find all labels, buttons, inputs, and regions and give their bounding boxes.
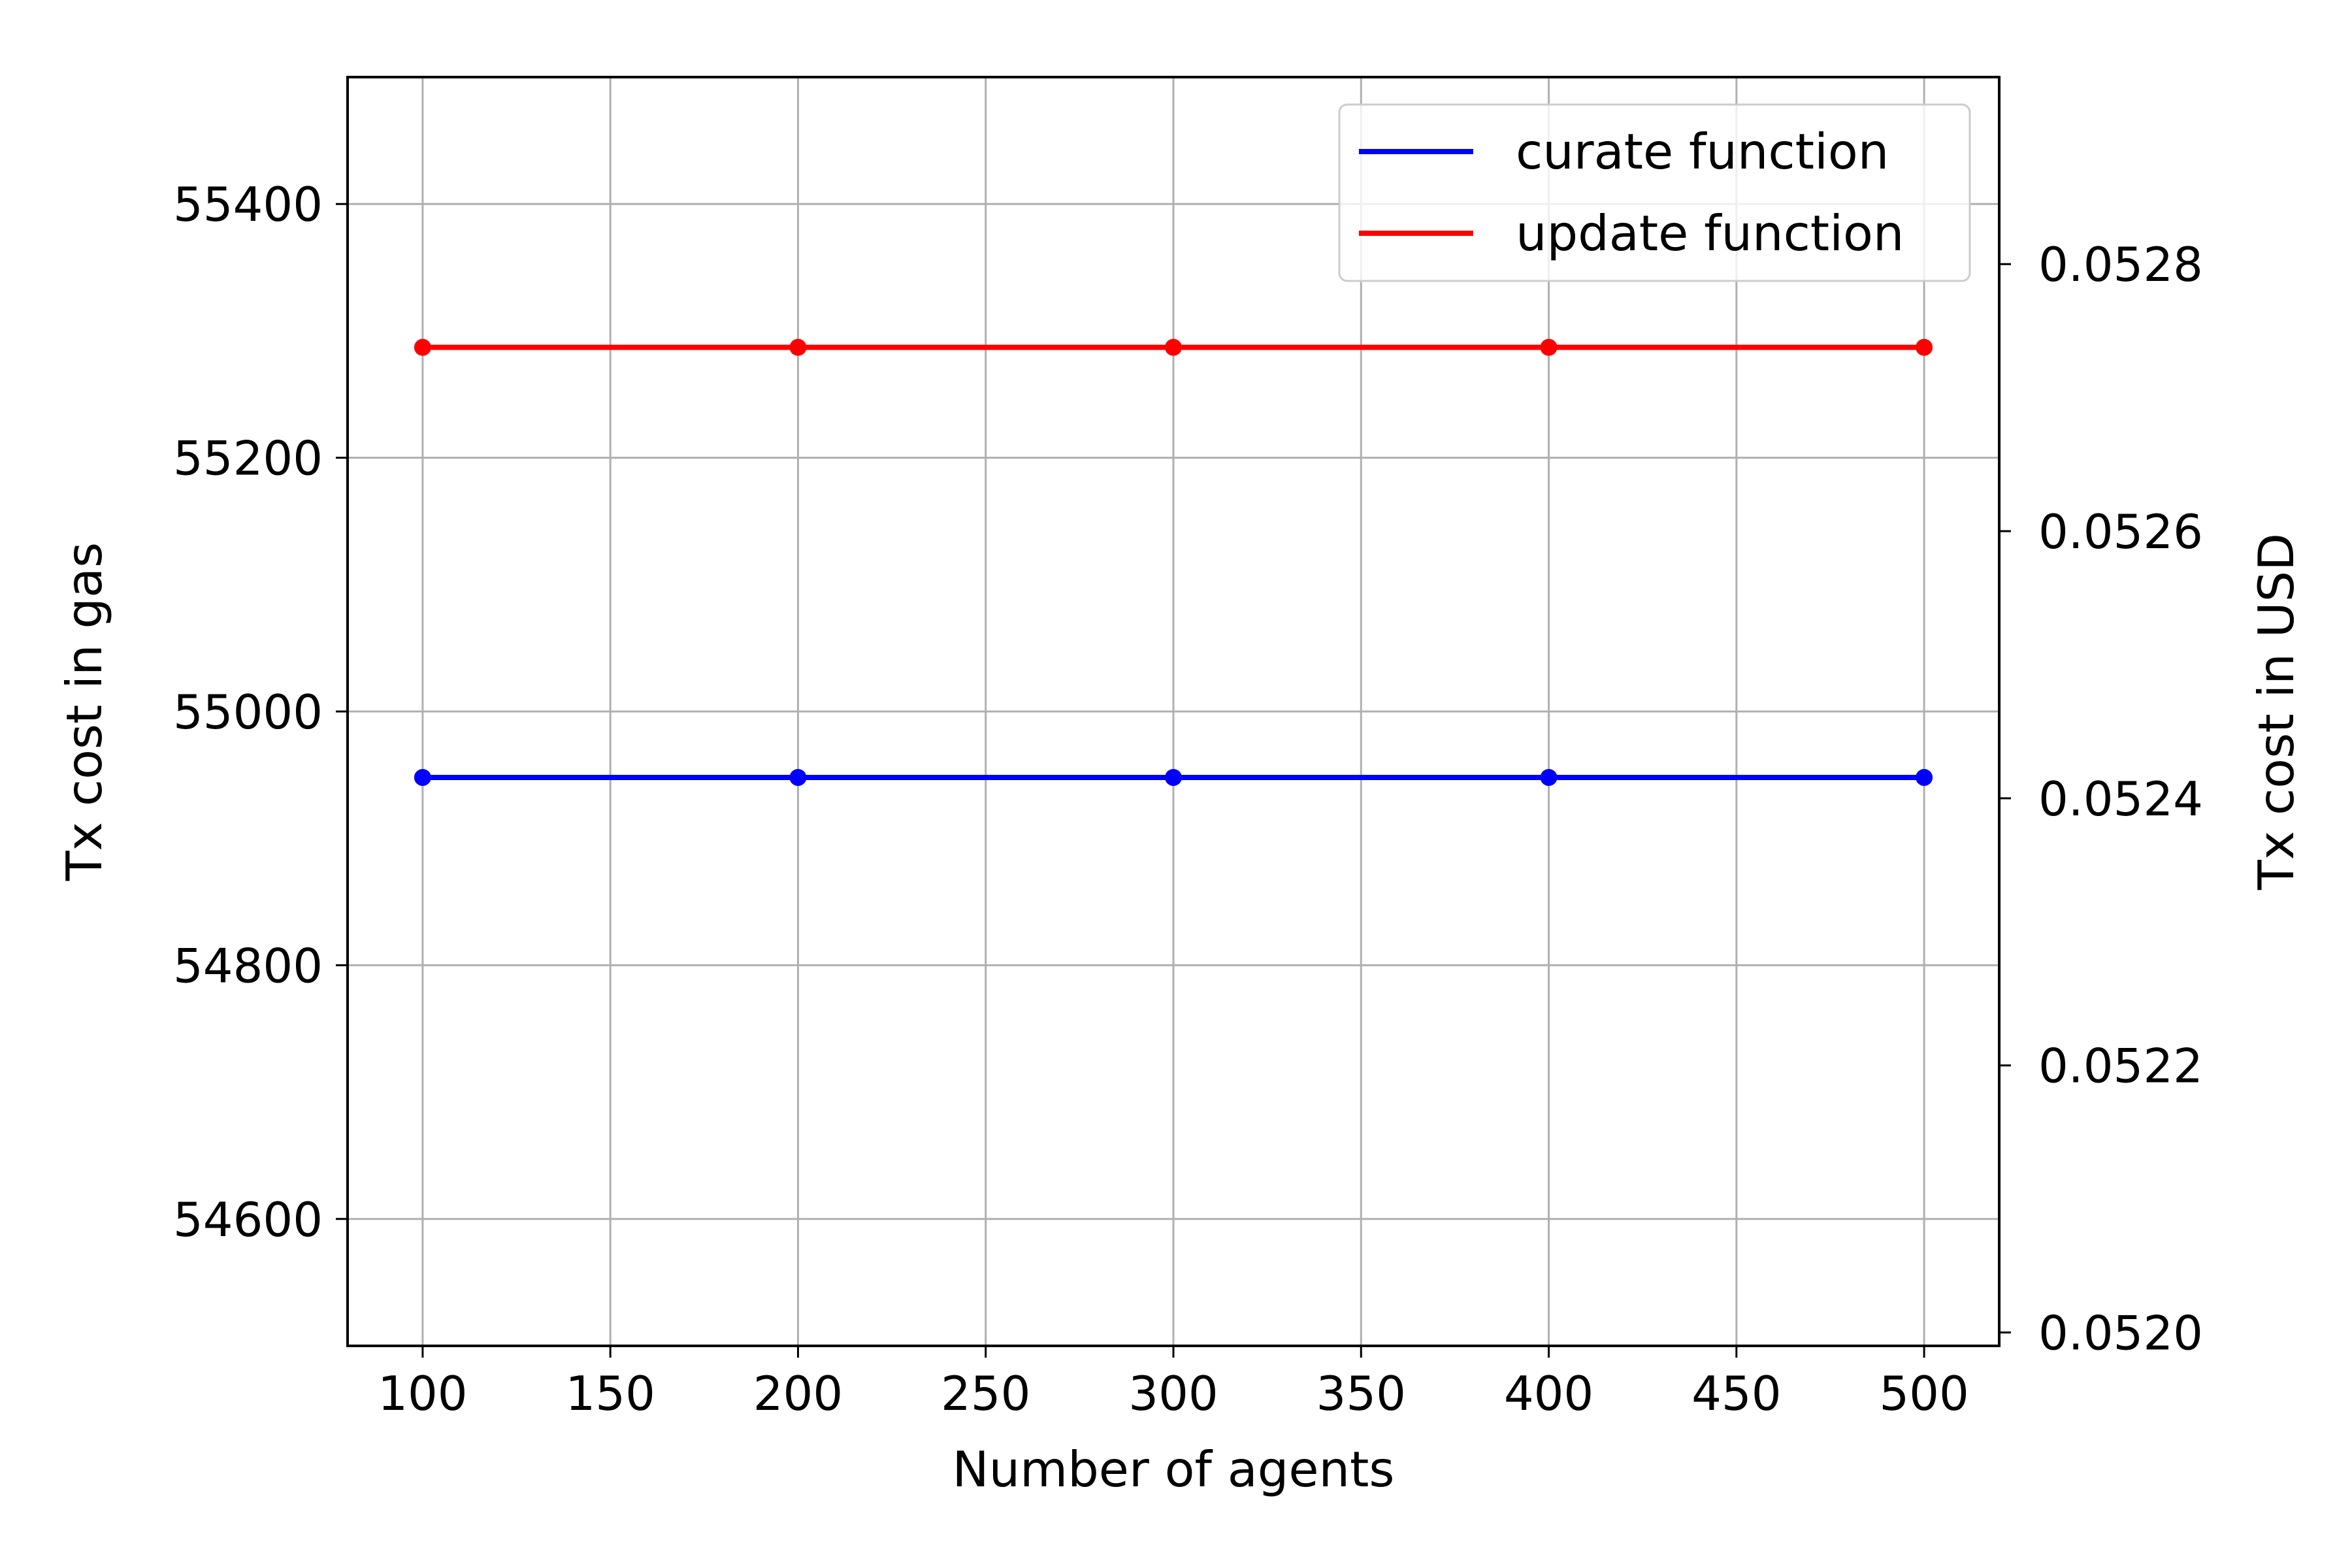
x-tick-label: 250 — [941, 1366, 1030, 1421]
series-layer — [414, 338, 1933, 786]
series-point-0 — [414, 768, 431, 786]
x-tick-label: 400 — [1504, 1366, 1593, 1421]
y2-tick-label: 0.0520 — [2038, 1306, 2203, 1361]
legend-box — [1338, 103, 1971, 282]
x-tick-label: 500 — [1879, 1366, 1968, 1421]
y-tick-label: 55000 — [173, 685, 323, 740]
y2-tick-label: 0.0522 — [2038, 1039, 2203, 1094]
y2-tick-label: 0.0526 — [2038, 504, 2203, 559]
y2-tick-label: 0.0528 — [2038, 237, 2203, 292]
series-point-1 — [414, 338, 431, 356]
series-point-0 — [1916, 768, 1933, 786]
x-tick-label: 200 — [753, 1366, 843, 1421]
series-point-1 — [789, 338, 807, 356]
y2-tick-label: 0.0524 — [2038, 772, 2203, 826]
legend-label-0: curate function — [1516, 123, 1889, 180]
y-axis-left-label: Tx cost in gas — [56, 542, 113, 881]
y-tick-label: 54800 — [173, 938, 323, 993]
y-tick-label: 54600 — [173, 1192, 323, 1247]
series-point-1 — [1916, 338, 1933, 356]
y-tick-label: 55400 — [173, 177, 323, 232]
y-axis-right: 0.0520 0.0522 0.0524 0.0526 0.0528 — [1999, 237, 2203, 1361]
y-axis-right-label: Tx cost in USD — [2247, 533, 2305, 890]
legend-label-1: update function — [1516, 204, 1904, 262]
y-tick-label: 55200 — [173, 431, 323, 486]
series-point-0 — [789, 768, 807, 786]
x-axis: 100 150 200 250 300 350 400 450 500 — [378, 1346, 1969, 1421]
x-tick-label: 100 — [378, 1366, 467, 1421]
series-point-0 — [1540, 768, 1558, 786]
series-point-1 — [1540, 338, 1558, 356]
x-tick-label: 450 — [1691, 1366, 1781, 1421]
series-point-1 — [1165, 338, 1182, 356]
x-tick-label: 300 — [1128, 1366, 1218, 1421]
x-axis-label: Number of agents — [953, 1441, 1395, 1498]
y-axis-left: 54600 54800 55000 55200 55400 — [173, 177, 348, 1247]
x-tick-label: 350 — [1316, 1366, 1406, 1421]
series-point-0 — [1165, 768, 1182, 786]
grid — [348, 77, 1999, 1346]
x-tick-label: 150 — [565, 1366, 655, 1421]
legend: curate function update function — [1338, 103, 1971, 282]
